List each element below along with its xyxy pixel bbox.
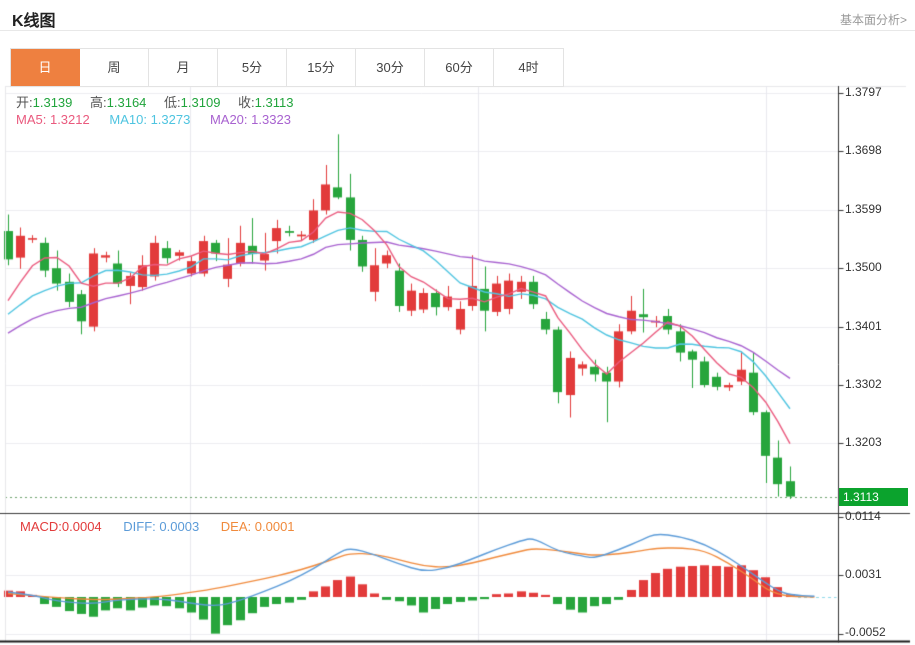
ma20-readout: MA20: 1.3323	[210, 112, 291, 127]
macd-label: MACD:	[20, 519, 62, 534]
price-axis-label: 1.3500	[845, 260, 882, 274]
tab-day[interactable]: 日	[11, 49, 80, 86]
tab-15min[interactable]: 15分	[287, 49, 356, 86]
ohlc-readout: 开:1.3139 高:1.3164 低:1.3109 收:1.3113	[16, 92, 307, 111]
diff-label: DIFF:	[123, 519, 156, 534]
macd-axis-label: -0.0052	[845, 625, 886, 639]
ma20-label: MA20:	[209, 112, 248, 127]
close-value: 1.3113	[254, 95, 294, 110]
tab-week[interactable]: 周	[80, 49, 149, 86]
tab-4hour[interactable]: 4时	[518, 60, 539, 75]
high-value: 1.3164	[106, 95, 147, 110]
tab-month[interactable]: 月	[149, 49, 218, 86]
tab-5min[interactable]: 5分	[218, 49, 287, 86]
ma20-value: 1.3323	[251, 112, 291, 127]
ma5-label: MA5:	[16, 112, 47, 127]
price-axis-label: 1.3401	[845, 319, 882, 333]
ma10-label: MA10:	[109, 112, 147, 127]
page-title: K线图	[12, 13, 56, 30]
dea-value: 0.0001	[254, 519, 295, 534]
price-axis-label: 1.3302	[845, 377, 882, 391]
low-label: 低:	[164, 95, 181, 110]
price-axis-label: 1.3797	[845, 85, 882, 99]
open-label: 开:	[16, 95, 33, 110]
interval-tab-bar: 日 周 月 5分 15分 30分 60分 4时	[10, 48, 564, 87]
macd-axis-label: 0.0031	[845, 567, 882, 581]
last-price-badge: 1.3113	[839, 488, 908, 506]
dea-value-readout: DEA: 0.0001	[221, 519, 295, 534]
dea-label: DEA:	[220, 519, 252, 534]
ma-readout: MA5: 1.3212 MA10: 1.3273 MA20: 1.3323	[16, 112, 307, 127]
macd-value-readout: MACD:0.0004	[20, 519, 102, 534]
ma10-readout: MA10: 1.3273	[109, 112, 190, 127]
fundamental-analysis-link[interactable]: 基本面分析>	[839, 13, 907, 27]
ma5-readout: MA5: 1.3212	[16, 112, 90, 127]
close-label: 收:	[238, 95, 255, 110]
price-axis-label: 1.3698	[845, 143, 882, 157]
low-value: 1.3109	[180, 95, 221, 110]
diff-value: 0.0003	[159, 519, 200, 534]
macd-value: 0.0004	[61, 519, 102, 534]
page-header: K线图 基本面分析>	[0, 0, 915, 31]
ma10-value: 1.3273	[150, 112, 191, 127]
tab-60min[interactable]: 60分	[425, 49, 494, 86]
price-axis-label: 1.3203	[845, 435, 882, 449]
high-label: 高:	[90, 95, 107, 110]
price-axis-label: 1.3599	[845, 202, 882, 216]
macd-axis-label: 0.0114	[845, 509, 881, 523]
diff-value-readout: DIFF: 0.0003	[123, 519, 199, 534]
ma5-value: 1.3212	[49, 112, 90, 127]
tab-30min[interactable]: 30分	[356, 49, 425, 86]
open-value: 1.3139	[32, 95, 73, 110]
macd-readout: MACD:0.0004 DIFF: 0.0003 DEA: 0.0001	[20, 519, 313, 534]
